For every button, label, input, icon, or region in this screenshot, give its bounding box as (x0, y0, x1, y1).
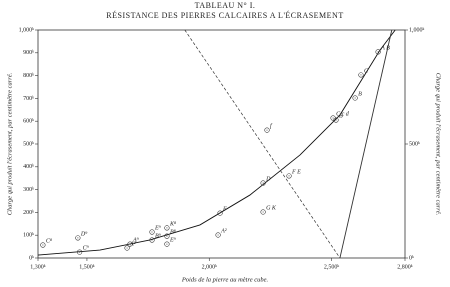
data-point-dot (42, 244, 44, 246)
data-line (339, 29, 393, 259)
data-point (164, 225, 170, 231)
y-tick-label: 500ᵏ (23, 141, 34, 147)
data-point (164, 233, 170, 239)
y-tick-label: 100ᵏ (23, 233, 34, 239)
point-label: E⁹ (169, 237, 176, 243)
x-tick-label: 2,500ᵏ (324, 264, 340, 270)
y2-tick-label: 500ᵏ (409, 141, 420, 147)
x-tick-label: 1,300ᵏ (30, 264, 46, 270)
data-point-dot (262, 211, 264, 213)
data-point (260, 180, 266, 186)
data-point (333, 117, 339, 123)
data-line (37, 29, 396, 256)
data-point (264, 127, 270, 133)
point-label: B (358, 91, 362, 97)
y-tick-label: 300ᵏ (23, 187, 34, 193)
x-tick-label: 1,500ᵏ (79, 264, 95, 270)
data-point (127, 241, 133, 247)
point-label: D⁹ (80, 231, 87, 237)
data-line (184, 29, 341, 259)
point-label: C⁹ (83, 245, 89, 251)
point-label: C⁸ (46, 238, 52, 244)
x-tick-label: 2,800ᵏ (397, 264, 413, 270)
y2-axis-label: Charge qui produit l'écrasement, par cen… (435, 73, 442, 216)
data-point-dot (166, 227, 168, 229)
y-tick-label: 800ᵏ (23, 73, 34, 79)
data-point-dot (217, 234, 219, 236)
y-tick-label: 700ᵏ (23, 96, 34, 102)
data-point (76, 249, 83, 255)
data-point-dot (151, 239, 153, 241)
data-point-dot (126, 247, 128, 249)
point-label: K⁸ (169, 221, 176, 227)
data-point-dot (166, 235, 168, 237)
data-point-dot (335, 119, 337, 121)
point-label: B (339, 113, 343, 119)
chart-title: TABLEAU N° I. (195, 1, 256, 10)
point-label: f (270, 122, 273, 129)
point-label: E⁹ (154, 225, 161, 231)
data-point-dot (151, 231, 153, 233)
y-tick-label: 0ᵏ (29, 255, 34, 261)
data-point-dot (129, 243, 131, 245)
data-point (40, 242, 46, 248)
y-axis-label: Charge qui produit l'écrasement, par cen… (6, 72, 13, 215)
y-tick-label: 600ᵏ (23, 119, 34, 125)
data-point (149, 237, 155, 243)
data-point-dot (166, 243, 168, 245)
data-point-dot (219, 212, 221, 214)
data-point-dot (77, 237, 79, 239)
data-point (124, 245, 130, 251)
data-point (358, 72, 364, 78)
y2-tick-label: 1,000ᵏ (409, 27, 425, 33)
point-label: A² (220, 228, 227, 234)
data-point (217, 210, 223, 216)
data-point-dot (266, 129, 268, 131)
point-label: G K (266, 205, 277, 211)
point-label: B⁸ (170, 229, 176, 235)
data-point (164, 241, 170, 247)
chart-subtitle: RÉSISTANCE DES PIERRES CALCAIRES A L'ÉCR… (106, 10, 343, 20)
point-label: B⁹ (155, 233, 161, 239)
data-point (260, 209, 266, 215)
data-point (375, 49, 381, 55)
data-point (75, 235, 81, 241)
data-point-dot (360, 74, 362, 76)
x-tick-label: 2,000ᵏ (202, 264, 218, 270)
data-point-dot (354, 97, 356, 99)
point-label: A B (380, 45, 390, 51)
point-label: C (364, 68, 369, 74)
y-tick-label: 900ᵏ (23, 50, 34, 56)
y2-tick-label: 0ᵏ (409, 255, 414, 261)
point-label: F E (291, 169, 301, 175)
data-point (149, 229, 155, 235)
data-point (352, 95, 358, 101)
point-label: D (265, 176, 271, 182)
y-tick-label: 1,000ᵏ (19, 27, 35, 33)
point-label: A⁹ (132, 237, 139, 243)
data-point (215, 232, 221, 238)
data-point-dot (377, 51, 379, 53)
data-point (286, 173, 292, 179)
y-tick-label: 400ᵏ (23, 164, 34, 170)
plot-frame (37, 29, 406, 259)
point-label: C c d (336, 111, 350, 117)
data-point-dot (262, 182, 264, 184)
data-point-dot (332, 117, 334, 119)
data-point-dot (79, 251, 81, 253)
x-axis-label: Poids de la pierre au mètre cube. (181, 276, 269, 283)
y-tick-label: 200ᵏ (23, 210, 34, 216)
point-label: F (222, 206, 227, 212)
data-point-dot (288, 175, 290, 177)
